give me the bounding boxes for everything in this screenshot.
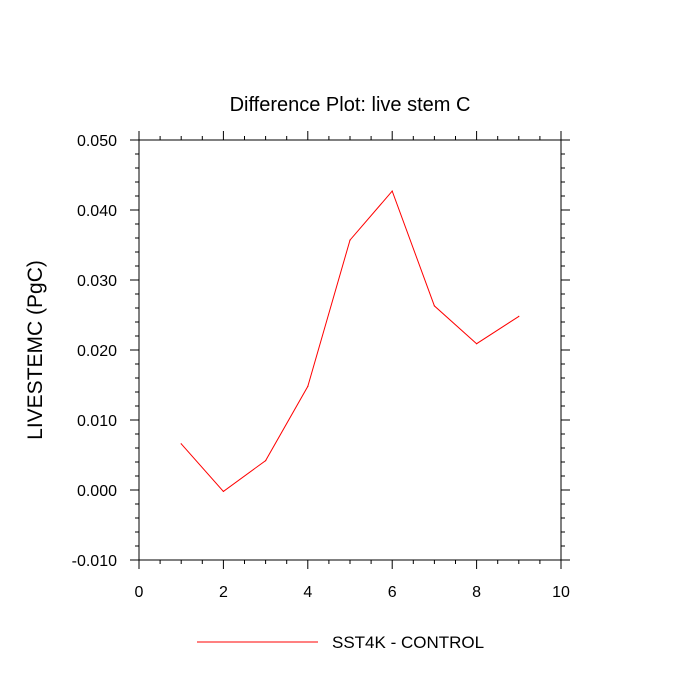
plot-frame <box>138 139 562 561</box>
y-tick-label: 0.030 <box>77 273 117 290</box>
data-point <box>391 190 393 192</box>
data-point <box>265 460 267 462</box>
x-tick-label: 10 <box>552 584 570 601</box>
y-axis-label: LIVESTEMC (PgC) <box>24 260 47 440</box>
plot-area: 0 2 4 6 8 10 -0.010 0.000 0.010 0.020 0.030 0.040 0.… <box>72 131 570 601</box>
legend: SST4K - CONTROL <box>197 633 484 652</box>
data-point <box>180 443 182 445</box>
y-tick-label: -0.010 <box>72 553 117 570</box>
data-point <box>518 315 520 317</box>
data-point <box>476 343 478 345</box>
y-tick-label: 0.040 <box>77 203 117 220</box>
chart-title: Difference Plot: live stem C <box>230 94 471 116</box>
x-tick-label: 8 <box>472 584 481 601</box>
data-point <box>222 490 224 492</box>
y-tick-label: 0.000 <box>77 483 117 500</box>
y-tick-label: 0.010 <box>77 413 117 430</box>
data-point <box>349 239 351 241</box>
x-tick-label: 0 <box>135 584 144 601</box>
data-point <box>433 305 435 307</box>
y-tick-label: 0.020 <box>77 343 117 360</box>
y-tick-label: 0.050 <box>77 133 117 150</box>
series-line <box>180 190 520 493</box>
x-tick-label: 4 <box>303 584 312 601</box>
legend-label: SST4K - CONTROL <box>332 633 484 652</box>
x-tick-label: 2 <box>219 584 228 601</box>
x-tick-label: 6 <box>388 584 397 601</box>
data-point <box>307 385 309 387</box>
